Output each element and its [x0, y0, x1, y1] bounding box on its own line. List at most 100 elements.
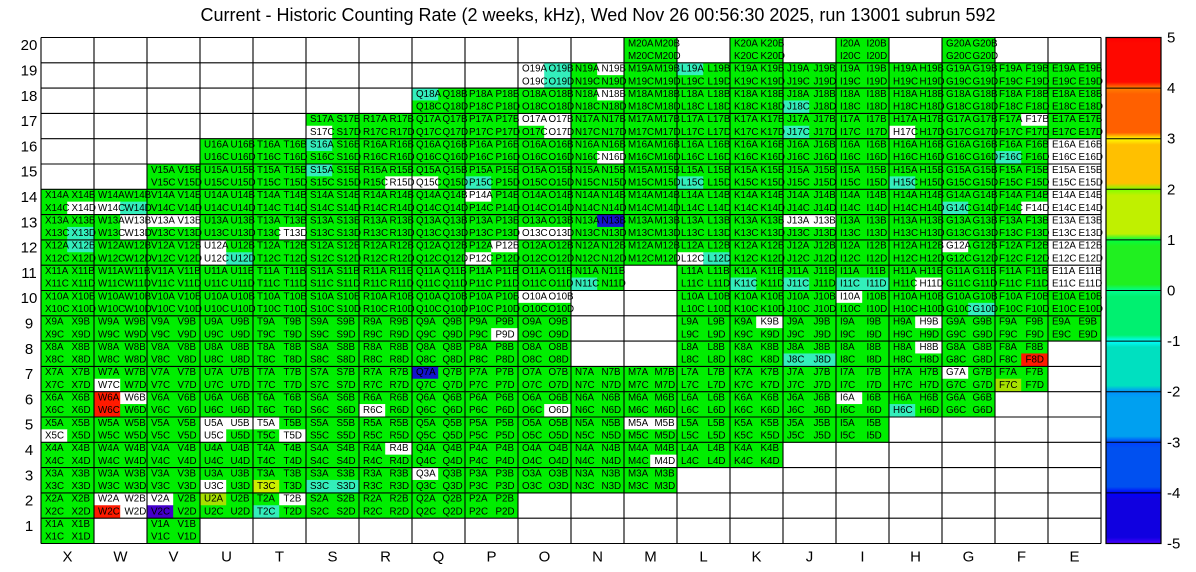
svg-text:E17D: E17D — [1079, 127, 1104, 138]
svg-text:K17B: K17B — [761, 114, 785, 125]
svg-text:P13C: P13C — [469, 228, 494, 239]
svg-text:F19A: F19A — [999, 64, 1023, 75]
svg-text:M4B: M4B — [655, 443, 676, 454]
svg-text:N7C: N7C — [575, 380, 595, 391]
svg-text:O9C: O9C — [522, 329, 542, 340]
svg-text:S10C: S10C — [310, 304, 335, 315]
svg-text:P15D: P15D — [496, 177, 521, 188]
svg-text:T8C: T8C — [257, 355, 276, 366]
svg-text:V2A: V2A — [151, 494, 170, 505]
svg-text:G18D: G18D — [973, 102, 999, 113]
svg-text:V8C: V8C — [151, 355, 170, 366]
svg-text:W11B: W11B — [125, 266, 151, 277]
svg-text:E15D: E15D — [1079, 177, 1104, 188]
svg-text:W9A: W9A — [98, 317, 120, 328]
svg-text:V13B: V13B — [178, 215, 202, 226]
svg-text:G12A: G12A — [946, 241, 972, 252]
svg-text:N3C: N3C — [575, 481, 595, 492]
svg-text:10: 10 — [21, 290, 38, 307]
svg-text:O5A: O5A — [522, 418, 542, 429]
svg-text:Q4C: Q4C — [416, 456, 436, 467]
svg-text:V10D: V10D — [178, 304, 203, 315]
svg-text:W7B: W7B — [125, 367, 147, 378]
svg-text:Q18B: Q18B — [443, 89, 469, 100]
svg-text:N5C: N5C — [575, 430, 595, 441]
svg-text:V6D: V6D — [178, 405, 197, 416]
svg-text:T13A: T13A — [257, 215, 281, 226]
svg-text:G9C: G9C — [946, 329, 966, 340]
svg-text:H12A: H12A — [893, 241, 918, 252]
svg-text:K14B: K14B — [761, 190, 785, 201]
svg-text:T15A: T15A — [257, 165, 281, 176]
svg-text:Q12C: Q12C — [416, 253, 442, 264]
svg-text:T6B: T6B — [284, 393, 302, 404]
svg-text:M18C: M18C — [628, 102, 654, 113]
svg-text:H17B: H17B — [920, 114, 945, 125]
svg-text:R16D: R16D — [390, 152, 415, 163]
svg-text:I13C: I13C — [840, 228, 861, 239]
svg-text:W14C: W14C — [98, 203, 125, 214]
svg-text:T11D: T11D — [284, 279, 307, 290]
svg-text:S13C: S13C — [310, 228, 335, 239]
svg-text:R8A: R8A — [363, 342, 383, 353]
svg-text:W2C: W2C — [98, 506, 120, 517]
svg-text:H9B: H9B — [920, 317, 940, 328]
svg-text:P12B: P12B — [496, 241, 520, 252]
svg-text:P11A: P11A — [469, 266, 493, 277]
svg-text:L17D: L17D — [708, 127, 731, 138]
svg-text:K12D: K12D — [761, 253, 786, 264]
svg-text:M14B: M14B — [655, 190, 681, 201]
svg-text:Q18A: Q18A — [416, 89, 442, 100]
svg-text:O16A: O16A — [522, 140, 548, 151]
svg-text:X8D: X8D — [72, 355, 91, 366]
svg-text:Q9A: Q9A — [416, 317, 436, 328]
svg-text:G14A: G14A — [946, 190, 972, 201]
svg-text:O19B: O19B — [549, 64, 575, 75]
svg-text:L8C: L8C — [681, 355, 699, 366]
svg-text:M17D: M17D — [655, 127, 681, 138]
svg-text:L11C: L11C — [681, 279, 704, 290]
svg-text:E17B: E17B — [1079, 114, 1103, 125]
svg-text:E14D: E14D — [1079, 203, 1104, 214]
svg-text:Q2D: Q2D — [443, 506, 463, 517]
svg-text:T2A: T2A — [257, 494, 275, 505]
svg-text:L9B: L9B — [708, 317, 726, 328]
svg-text:Q6D: Q6D — [443, 405, 463, 416]
svg-text:R17A: R17A — [363, 114, 388, 125]
svg-text:-4: -4 — [1167, 485, 1180, 502]
svg-text:Q2A: Q2A — [416, 494, 436, 505]
svg-text:T11A: T11A — [257, 266, 280, 277]
svg-text:Q4D: Q4D — [443, 456, 463, 467]
svg-text:S11A: S11A — [310, 266, 334, 277]
svg-text:X4B: X4B — [72, 443, 91, 454]
svg-text:J8A: J8A — [787, 342, 804, 353]
svg-text:I17D: I17D — [867, 127, 888, 138]
svg-text:M3C: M3C — [628, 481, 649, 492]
svg-text:J19C: J19C — [787, 76, 810, 87]
svg-text:J5C: J5C — [787, 430, 804, 441]
svg-text:Q2C: Q2C — [416, 506, 436, 517]
svg-text:R3C: R3C — [363, 481, 383, 492]
svg-text:V7A: V7A — [151, 367, 170, 378]
svg-text:4: 4 — [1167, 80, 1175, 97]
svg-text:K18C: K18C — [734, 102, 759, 113]
svg-text:M14D: M14D — [655, 203, 681, 214]
svg-text:G13B: G13B — [973, 215, 999, 226]
svg-text:L12A: L12A — [681, 241, 704, 252]
svg-text:S9B: S9B — [337, 317, 356, 328]
svg-text:V1D: V1D — [178, 532, 197, 543]
svg-text:F13D: F13D — [1026, 228, 1050, 239]
svg-text:J12A: J12A — [787, 241, 810, 252]
svg-text:S6D: S6D — [337, 405, 356, 416]
svg-text:G15D: G15D — [973, 177, 999, 188]
svg-text:I16B: I16B — [867, 140, 888, 151]
svg-text:T10C: T10C — [257, 304, 281, 315]
svg-text:E16B: E16B — [1079, 140, 1103, 151]
svg-text:Q3D: Q3D — [443, 481, 463, 492]
svg-text:L18C: L18C — [681, 102, 704, 113]
svg-text:I8D: I8D — [867, 355, 882, 366]
svg-text:M15C: M15C — [628, 177, 654, 188]
svg-text:W9C: W9C — [98, 329, 120, 340]
svg-text:M18D: M18D — [655, 102, 681, 113]
svg-text:O17D: O17D — [549, 127, 575, 138]
